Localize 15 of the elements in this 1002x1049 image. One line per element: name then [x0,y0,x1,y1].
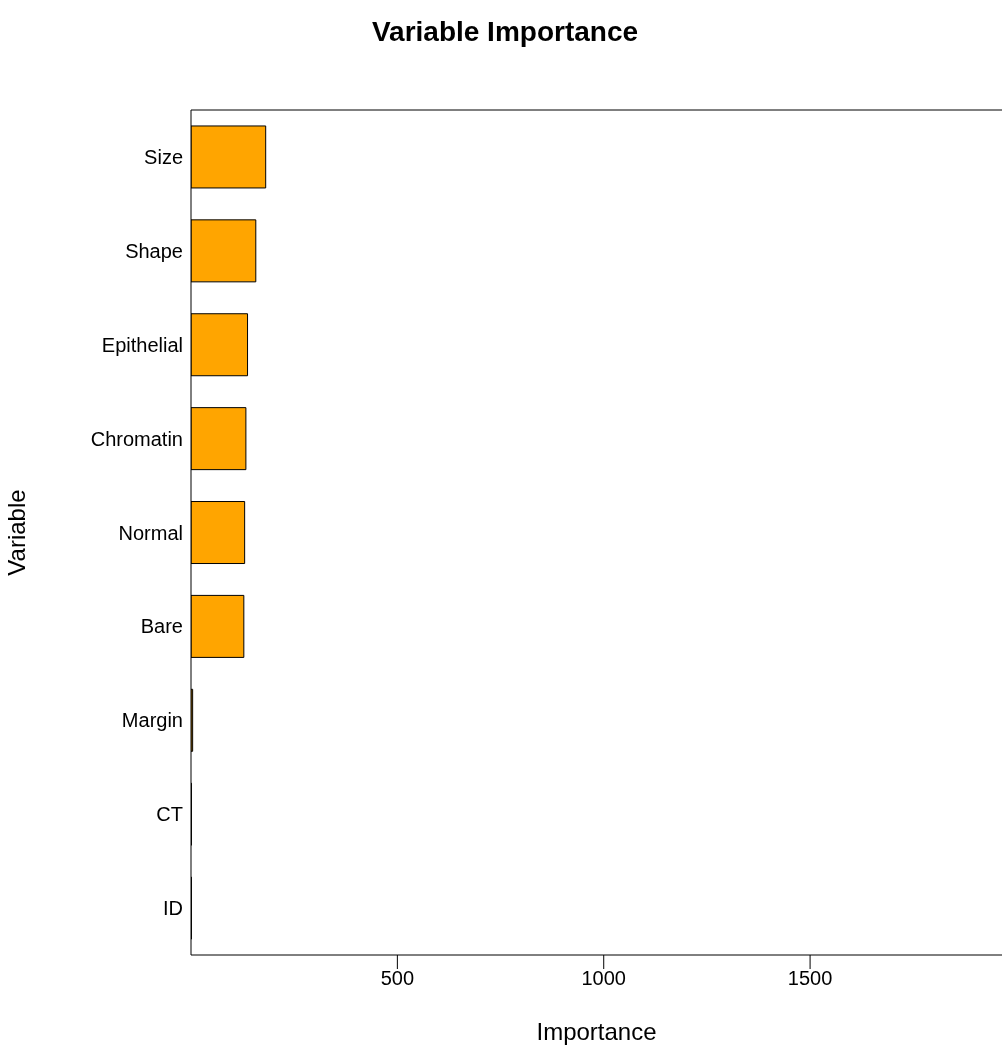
y-tick-label: Margin [121,709,183,732]
x-axis-title: Importance [536,1018,657,1045]
y-tick-label: Normal [118,521,183,544]
x-tick-label: 1500 [787,967,833,990]
chart-title: Variable Importance [370,16,640,48]
y-tick-label: ID [163,897,183,920]
y-tick-label: Shape [125,239,183,262]
y-axis-title: Variable [2,489,30,576]
y-tick-label: Epithelial [101,333,183,356]
y-tick-label: Bare [140,615,183,638]
x-tick-label: 1000 [581,967,626,990]
y-tick-label: Chromatin [90,427,183,450]
x-tick-label: 500 [380,967,415,990]
y-tick-label: CT [156,803,183,826]
y-tick-label: Size [144,146,183,169]
